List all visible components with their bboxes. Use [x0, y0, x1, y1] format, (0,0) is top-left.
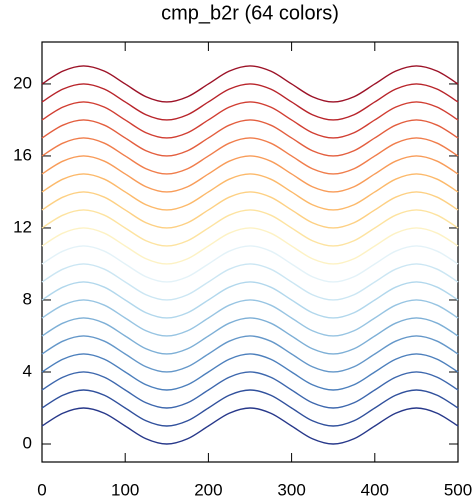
series-line — [41, 137, 459, 175]
x-tick-label: 500 — [444, 480, 472, 499]
series-line — [41, 371, 459, 409]
series-line — [41, 245, 459, 283]
series-line — [41, 65, 459, 103]
series-line — [41, 263, 459, 301]
x-tick-label: 300 — [277, 480, 305, 499]
series-line — [41, 407, 459, 445]
y-tick-label: 16 — [13, 145, 32, 164]
series-line — [41, 317, 459, 355]
x-tick-label: 400 — [361, 480, 389, 499]
y-tick-label: 0 — [23, 433, 32, 452]
series-line — [41, 101, 459, 139]
series-line — [41, 353, 459, 391]
series-line — [41, 119, 459, 157]
series-line — [41, 155, 459, 193]
y-tick-label: 8 — [23, 289, 32, 308]
series-line — [41, 191, 459, 229]
series-line — [41, 335, 459, 373]
y-tick-label: 20 — [13, 73, 32, 92]
series-line — [41, 173, 459, 211]
x-tick-label: 0 — [37, 480, 46, 499]
x-tick-label: 200 — [194, 480, 222, 499]
y-tick-label: 12 — [13, 217, 32, 236]
series-line — [41, 209, 459, 247]
series-line — [41, 227, 459, 265]
x-tick-label: 100 — [111, 480, 139, 499]
series-line — [41, 389, 459, 427]
y-tick-label: 4 — [23, 361, 32, 380]
chart-title: cmp_b2r (64 colors) — [161, 2, 339, 24]
plot-frame — [41, 41, 459, 463]
series-line — [41, 281, 459, 319]
series-line — [41, 83, 459, 121]
series-line — [41, 299, 459, 337]
